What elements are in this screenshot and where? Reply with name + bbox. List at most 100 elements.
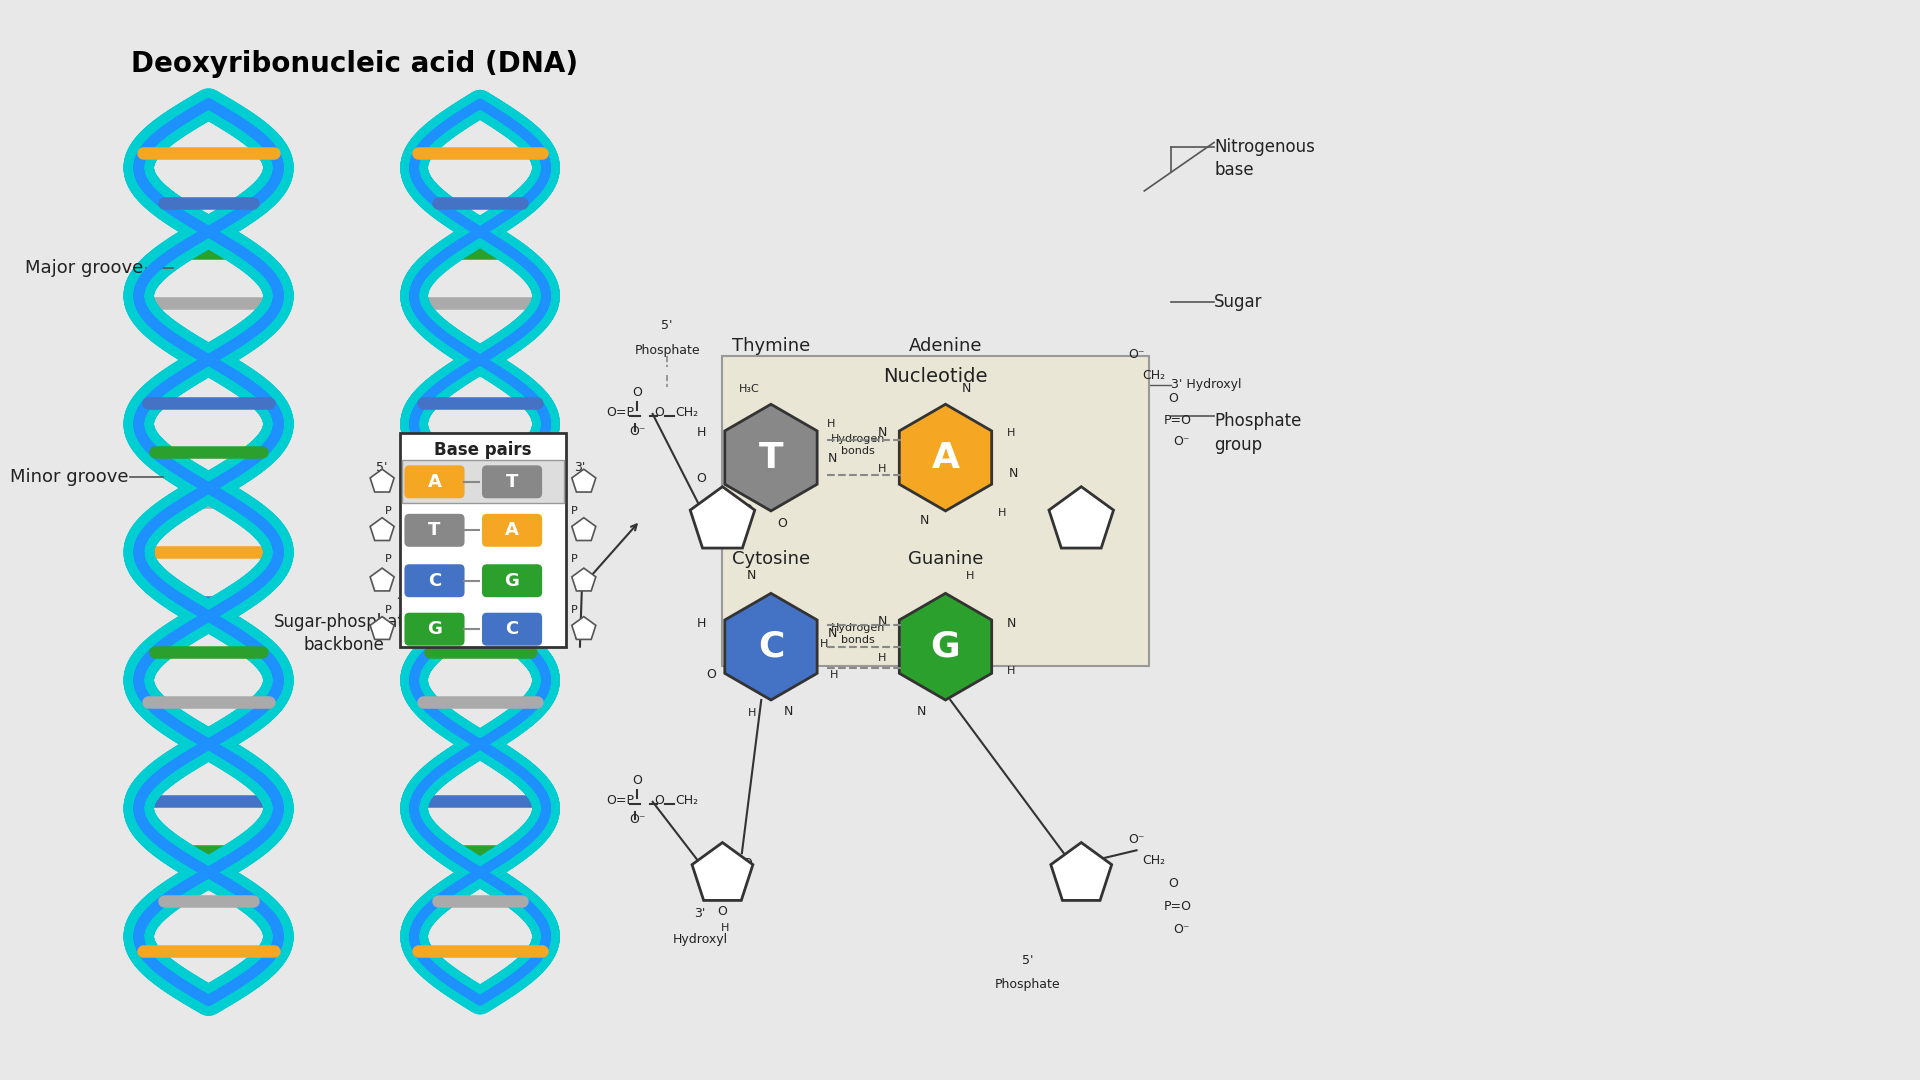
Text: Sugar-phosphate
backbone: Sugar-phosphate backbone <box>275 612 415 654</box>
FancyBboxPatch shape <box>405 612 465 646</box>
Polygon shape <box>371 568 394 591</box>
Text: P=O: P=O <box>1164 901 1192 914</box>
Text: C: C <box>758 630 783 664</box>
Text: O: O <box>1169 877 1179 890</box>
Text: H: H <box>820 638 828 649</box>
Text: Phosphate
group: Phosphate group <box>1213 411 1302 454</box>
Text: Base pairs: Base pairs <box>434 441 532 459</box>
Text: 5': 5' <box>574 629 586 642</box>
FancyBboxPatch shape <box>405 465 465 498</box>
FancyBboxPatch shape <box>399 433 566 647</box>
Polygon shape <box>724 404 818 511</box>
Text: Minor groove: Minor groove <box>10 468 129 486</box>
Text: N: N <box>828 627 837 640</box>
Text: O: O <box>697 472 707 485</box>
Text: C: C <box>428 571 442 590</box>
Text: T: T <box>428 522 442 539</box>
Text: CH₂: CH₂ <box>1142 854 1165 867</box>
Text: N: N <box>747 569 756 582</box>
Text: CH₂: CH₂ <box>1142 369 1165 382</box>
Text: H₃C: H₃C <box>739 383 760 393</box>
Text: A: A <box>428 473 442 490</box>
Text: O⁻: O⁻ <box>630 813 645 826</box>
Polygon shape <box>899 404 993 511</box>
Text: O: O <box>718 905 728 918</box>
Text: N: N <box>783 704 793 717</box>
Text: O=P: O=P <box>607 406 636 419</box>
FancyBboxPatch shape <box>401 460 564 503</box>
Text: H: H <box>720 922 730 933</box>
Polygon shape <box>572 469 595 492</box>
Text: H: H <box>1008 665 1016 676</box>
Text: O⁻: O⁻ <box>1129 348 1144 361</box>
Text: Deoxyribonucleic acid (DNA): Deoxyribonucleic acid (DNA) <box>131 51 578 79</box>
Text: O: O <box>1058 503 1068 516</box>
FancyBboxPatch shape <box>482 514 541 546</box>
Text: 5': 5' <box>662 319 672 332</box>
FancyBboxPatch shape <box>482 612 541 646</box>
Text: N: N <box>877 616 887 629</box>
Text: H: H <box>1008 429 1016 438</box>
Text: P: P <box>572 554 578 565</box>
Text: H: H <box>966 571 973 581</box>
Text: N: N <box>920 513 929 527</box>
FancyBboxPatch shape <box>405 514 465 546</box>
Text: O: O <box>741 856 753 869</box>
Text: Nitrogenous
base: Nitrogenous base <box>1213 137 1315 179</box>
Text: O: O <box>1169 392 1179 405</box>
Text: H: H <box>829 670 839 679</box>
Text: O: O <box>778 517 787 530</box>
Text: O⁻: O⁻ <box>1173 435 1188 448</box>
Text: H: H <box>900 618 908 627</box>
Polygon shape <box>572 617 595 639</box>
Text: P: P <box>386 505 392 516</box>
Text: H: H <box>900 660 908 670</box>
FancyBboxPatch shape <box>405 564 465 597</box>
Text: N: N <box>1008 467 1018 480</box>
Text: Nucleotide: Nucleotide <box>883 367 989 387</box>
Text: Cytosine: Cytosine <box>732 550 810 568</box>
Text: N: N <box>828 453 837 465</box>
Text: Sugar: Sugar <box>1213 294 1263 311</box>
Polygon shape <box>371 469 394 492</box>
Polygon shape <box>689 487 755 548</box>
Text: P: P <box>386 554 392 565</box>
Text: N: N <box>916 704 925 717</box>
Polygon shape <box>899 593 993 700</box>
Text: P: P <box>572 505 578 516</box>
Text: CH₂: CH₂ <box>676 794 699 807</box>
Text: CH₂: CH₂ <box>676 406 699 419</box>
Text: O⁻: O⁻ <box>1129 833 1144 846</box>
Text: N: N <box>1006 618 1016 631</box>
Text: H: H <box>998 508 1006 517</box>
Text: H: H <box>877 464 887 474</box>
Text: O: O <box>707 667 716 680</box>
Text: O: O <box>632 387 641 400</box>
Text: N: N <box>730 511 739 524</box>
Text: Guanine: Guanine <box>908 550 983 568</box>
Text: Thymine: Thymine <box>732 337 810 355</box>
Polygon shape <box>1050 842 1112 901</box>
Text: N: N <box>962 381 972 394</box>
Text: P: P <box>386 605 392 615</box>
Text: A: A <box>505 522 518 539</box>
FancyBboxPatch shape <box>482 564 541 597</box>
Text: O: O <box>655 406 664 419</box>
Text: A: A <box>931 441 960 474</box>
Text: O: O <box>655 794 664 807</box>
Text: H: H <box>697 618 707 631</box>
Text: Hydrogen
bonds: Hydrogen bonds <box>831 623 885 645</box>
Text: G: G <box>505 571 520 590</box>
Text: O: O <box>1058 856 1068 869</box>
Polygon shape <box>371 517 394 540</box>
Text: G: G <box>426 620 442 638</box>
Text: G: G <box>931 630 960 664</box>
FancyBboxPatch shape <box>722 355 1150 666</box>
Text: C: C <box>505 620 518 638</box>
Text: O⁻: O⁻ <box>630 426 645 438</box>
Polygon shape <box>724 593 818 700</box>
Polygon shape <box>572 517 595 540</box>
Text: 5': 5' <box>376 461 388 474</box>
FancyBboxPatch shape <box>482 465 541 498</box>
Text: Hydrogen
bonds: Hydrogen bonds <box>831 434 885 456</box>
